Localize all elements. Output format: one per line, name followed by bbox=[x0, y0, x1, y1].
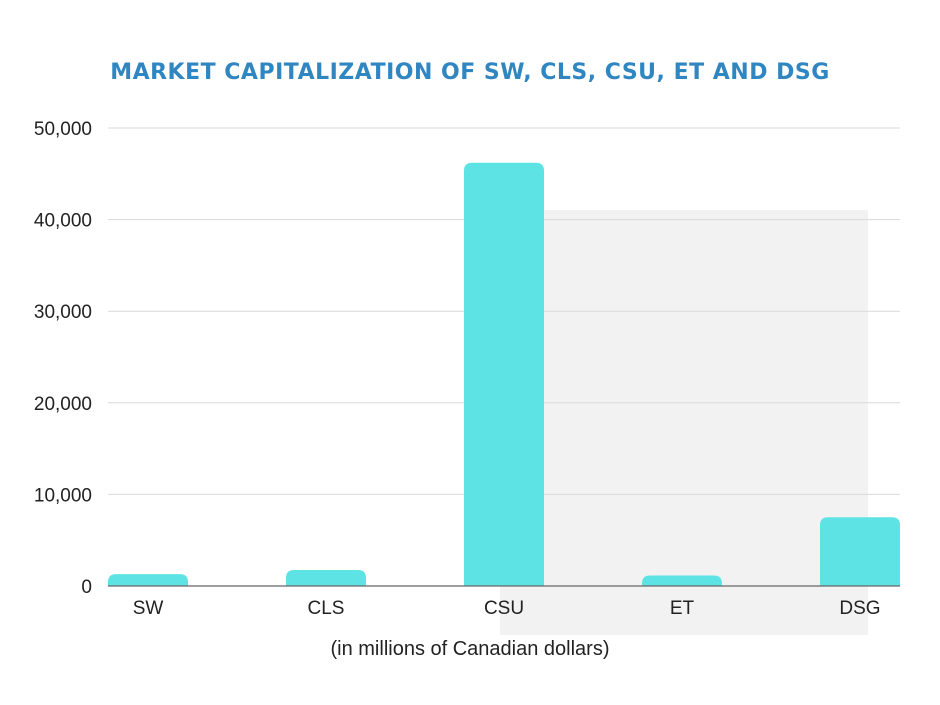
y-tick-label: 0 bbox=[81, 577, 92, 598]
x-category-label: CLS bbox=[308, 598, 345, 619]
y-tick-label: 50,000 bbox=[34, 119, 92, 140]
x-category-label: SW bbox=[133, 598, 164, 619]
y-tick-label: 40,000 bbox=[34, 211, 92, 232]
chart-title: MARKET CAPITALIZATION OF SW, CLS, CSU, E… bbox=[110, 60, 830, 85]
x-category-label: CSU bbox=[484, 598, 524, 619]
bar-cls bbox=[286, 569, 366, 586]
x-category-label: ET bbox=[670, 598, 695, 619]
x-category-labels: SW CLS CSU ET DSG bbox=[133, 598, 881, 619]
x-axis-label: (in millions of Canadian dollars) bbox=[330, 638, 609, 660]
bar-sw bbox=[108, 574, 188, 586]
background-panel bbox=[500, 210, 868, 635]
bar-csu bbox=[464, 162, 544, 587]
y-tick-label: 30,000 bbox=[34, 302, 92, 323]
bar-et bbox=[642, 575, 722, 586]
y-tick-labels: 0 10,000 20,000 30,000 40,000 50,000 bbox=[34, 119, 92, 598]
y-tick-label: 10,000 bbox=[34, 485, 92, 506]
bar-dsg bbox=[820, 517, 900, 586]
bars bbox=[108, 162, 900, 587]
y-tick-label: 20,000 bbox=[34, 394, 92, 415]
x-category-label: DSG bbox=[839, 598, 880, 619]
